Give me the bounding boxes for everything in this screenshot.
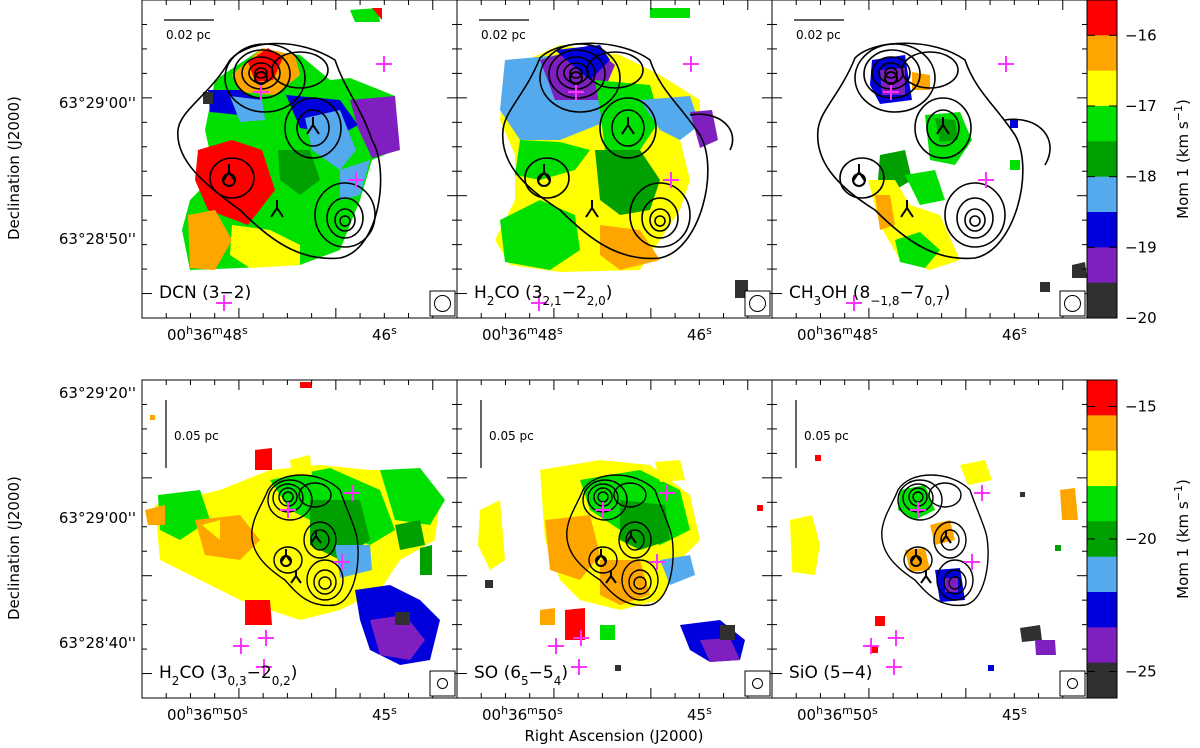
beam-ellipse — [434, 295, 451, 312]
panel-label: H2CO (30,3−20,2) — [159, 663, 297, 688]
x-tick-label: 00h36m48s — [167, 324, 248, 345]
colorbar-segment — [1087, 106, 1117, 142]
x-tick-label: 45s — [1002, 704, 1027, 725]
x-axis-label: Right Ascension (J2000) — [524, 727, 703, 745]
colorbar-segment — [1087, 380, 1117, 416]
colorbar-tick-label: −16 — [1125, 26, 1157, 44]
x-tick-label: 00h36m48s — [797, 324, 878, 345]
beam-box — [429, 670, 456, 697]
panel-label: CH3OH (8−1,8−70,7) — [789, 283, 950, 308]
colorbar-segment — [1087, 415, 1117, 452]
beam-box — [1059, 290, 1086, 317]
panel-bottom-3 — [790, 455, 1078, 675]
colorbar-segment — [1087, 282, 1117, 319]
x-tick-label: 46s — [1002, 324, 1027, 345]
beam-ellipse — [749, 295, 766, 312]
velocity-map — [790, 455, 1078, 671]
colorbar-tick-label: −20 — [1125, 530, 1157, 548]
beam-ellipse — [752, 678, 763, 689]
sources — [216, 56, 392, 311]
contours — [566, 474, 674, 607]
beam-ellipse — [1064, 295, 1081, 312]
panel-bottom-1 — [145, 382, 445, 675]
y-tick-label: 63°29'00'' — [59, 509, 136, 527]
velocity-map — [478, 460, 763, 671]
x-tick-label: 00h36m50s — [167, 704, 248, 725]
scale-bar-label: 0.02 pc — [481, 28, 526, 42]
panel-text: 0.02 pc DCN (3−2) 00h36m48s 46s 0.02 pc H2CO … — [59, 28, 1027, 724]
colorbar-segment — [1087, 176, 1117, 213]
x-tick-label: 00h36m48s — [482, 324, 563, 345]
x-tick-label: 00h36m50s — [797, 704, 878, 725]
panel-label: SiO (5−4) — [789, 663, 872, 683]
colorbar-tick-label: −18 — [1125, 168, 1157, 186]
sources — [548, 485, 675, 675]
x-tick-label: 46s — [372, 324, 397, 345]
y-axis-label-top: Declination (J2000) — [5, 96, 23, 240]
panel-bottom-2 — [478, 460, 763, 675]
colorbars: −16 −17 −18 −19 −20 Mom 1 (km s−1) −15 −20 −25 Mo… — [1086, 0, 1193, 699]
sources — [846, 56, 1014, 311]
y-tick-label: 63°29'00'' — [59, 94, 136, 112]
panel-top-2 — [495, 8, 748, 311]
colorbar-label: Mom 1 (km s−1) — [1172, 479, 1193, 599]
sources — [531, 56, 699, 311]
colorbar-segment — [1087, 70, 1117, 107]
panel-frames — [141, 0, 1088, 699]
beam-box — [429, 290, 456, 317]
colorbar-tick-label: −15 — [1125, 398, 1157, 416]
sources — [863, 485, 990, 675]
colorbar-label: Mom 1 (km s−1) — [1172, 99, 1193, 219]
beam-ellipse — [437, 678, 448, 689]
beam-box — [1059, 670, 1086, 697]
velocity-map — [182, 8, 400, 270]
colorbar-segment — [1087, 141, 1117, 178]
colorbar-segment — [1087, 247, 1117, 284]
sources — [233, 485, 360, 675]
colorbar-segment — [1087, 627, 1117, 664]
colorbar-segment — [1087, 556, 1117, 593]
colorbar-segment — [1087, 662, 1117, 699]
colorbar-frame — [1086, 0, 1118, 319]
colorbar-segment — [1087, 0, 1117, 36]
x-tick-label: 00h36m50s — [482, 704, 563, 725]
colorbar-segment — [1087, 592, 1117, 628]
y-tick-label: 63°28'40'' — [59, 634, 136, 652]
panel-label: SO (65−54) — [474, 663, 568, 688]
colorbar-segment — [1087, 450, 1117, 487]
y-axis-label-bottom: Declination (J2000) — [5, 476, 23, 620]
colorbar-tick-label: −17 — [1125, 97, 1157, 115]
panel-top-3 — [816, 42, 1087, 311]
velocity-map — [495, 8, 748, 298]
contours — [251, 474, 359, 607]
contours — [501, 42, 734, 260]
scale-bar-label: 0.02 pc — [166, 28, 211, 42]
beam-box — [744, 670, 771, 697]
panel-top-1 — [177, 8, 400, 311]
beam-ellipse — [1067, 678, 1078, 689]
colorbar-tick-label: −20 — [1125, 309, 1157, 327]
y-tick-label: 63°28'50'' — [59, 230, 136, 248]
scale-bar-label: 0.02 pc — [796, 28, 841, 42]
panel-frame-top-3 — [771, 0, 1088, 319]
panel-label: DCN (3−2) — [159, 283, 251, 303]
y-tick-label: 63°29'20'' — [59, 384, 136, 402]
velocity-map — [145, 382, 445, 665]
colorbar-tick-label: −25 — [1125, 663, 1157, 681]
x-tick-label: 45s — [372, 704, 397, 725]
velocity-map — [868, 55, 1087, 292]
x-tick-label: 46s — [687, 324, 712, 345]
scale-bar-label: 0.05 pc — [489, 429, 534, 443]
scale-bar-label: 0.05 pc — [804, 429, 849, 443]
colorbar-segment — [1087, 35, 1117, 72]
beam-box — [744, 290, 771, 317]
x-tick-label: 45s — [687, 704, 712, 725]
colorbar-tick-label: −19 — [1125, 238, 1157, 256]
colorbar-segment — [1087, 212, 1117, 248]
colorbar-segment — [1087, 486, 1117, 522]
panel-label: H2CO (32,1−22,0) — [474, 283, 612, 308]
scale-bar-label: 0.05 pc — [174, 429, 219, 443]
